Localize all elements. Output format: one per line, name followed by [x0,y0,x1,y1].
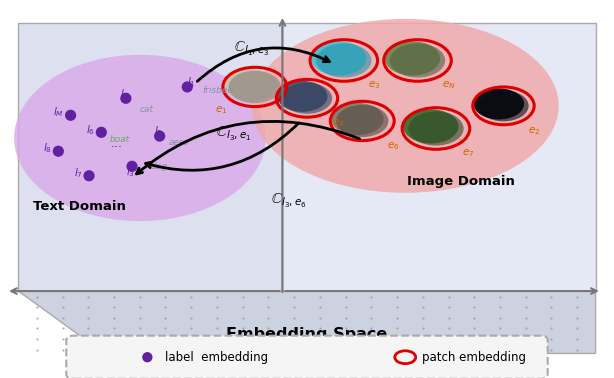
Circle shape [478,90,529,121]
Circle shape [408,112,464,146]
Text: $l_{6}$: $l_{6}$ [86,123,95,136]
Text: $l_{8}$: $l_{8}$ [43,142,52,155]
Polygon shape [18,291,596,353]
Text: $l_{2}$: $l_{2}$ [154,125,163,138]
Point [182,84,192,90]
Text: patch embedding: patch embedding [422,351,526,364]
Text: $e_{6}$: $e_{6}$ [387,140,399,152]
Text: $\mathbb{C}_{l_3,e_1}$: $\mathbb{C}_{l_3,e_1}$ [216,125,251,144]
Text: cat: cat [140,105,154,114]
Text: $l_{1}$: $l_{1}$ [187,76,195,89]
Point [127,163,137,169]
Text: aero: aero [169,138,189,147]
Point [142,354,152,360]
Text: ...: ... [111,137,123,150]
FancyBboxPatch shape [66,336,548,378]
Text: $l_{7}$: $l_{7}$ [74,166,82,180]
Circle shape [332,103,384,135]
Circle shape [278,81,328,112]
Text: $e_{7}$: $e_{7}$ [462,147,474,159]
Circle shape [390,43,445,77]
Text: $l_{M}$: $l_{M}$ [53,105,64,119]
Circle shape [336,105,389,137]
Text: $e_{2}$: $e_{2}$ [528,125,540,136]
Circle shape [224,69,276,101]
Text: $e_{1}$: $e_{1}$ [215,104,227,116]
Text: $e_{3}$: $e_{3}$ [368,79,381,91]
Text: $\mathbb{C}_{l_1,e_3}$: $\mathbb{C}_{l_1,e_3}$ [234,40,270,59]
Polygon shape [18,23,282,291]
Text: Text Domain: Text Domain [33,200,126,212]
Point [96,129,106,135]
Point [155,133,165,139]
Text: dog: dog [150,162,168,171]
Text: $l_{5}$: $l_{5}$ [120,87,129,101]
Circle shape [228,71,281,103]
Circle shape [311,41,367,76]
Text: label  embedding: label embedding [165,351,268,364]
Text: boat: boat [109,135,130,144]
Point [84,173,94,179]
Text: $e_{4}$: $e_{4}$ [332,117,344,129]
Circle shape [403,109,459,144]
Text: Embedding Space: Embedding Space [227,327,387,342]
Circle shape [316,43,371,77]
Circle shape [282,83,332,114]
Ellipse shape [14,55,266,221]
Point [53,148,63,154]
Text: $\mathbb{C}_{l_3,e_6}$: $\mathbb{C}_{l_3,e_6}$ [271,191,306,210]
Text: $l_{3}$: $l_{3}$ [126,166,135,179]
Point [66,112,76,118]
Text: frisbee: frisbee [203,86,233,95]
Circle shape [385,41,440,76]
Circle shape [474,88,524,119]
Text: ...: ... [457,130,470,143]
Text: $e_{N}$: $e_{N}$ [442,79,456,91]
Point [121,95,131,101]
Ellipse shape [252,19,559,193]
Polygon shape [282,23,596,291]
Text: Image Domain: Image Domain [406,175,515,188]
